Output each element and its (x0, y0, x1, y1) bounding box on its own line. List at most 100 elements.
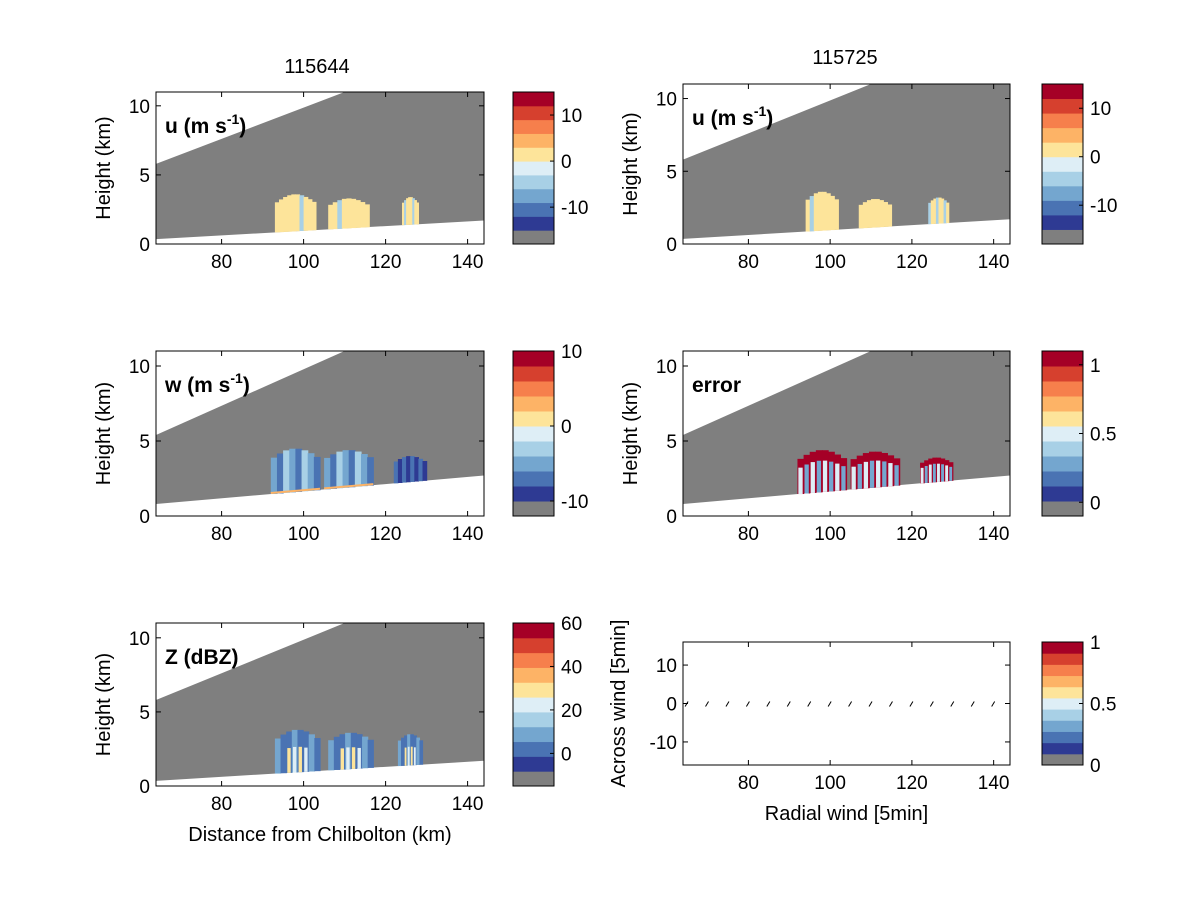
x-tick-label: 80 (738, 773, 759, 794)
plot-area (683, 351, 1010, 504)
colorbar-swatch (513, 381, 554, 397)
colorbar-tick-label: 0 (1090, 493, 1101, 514)
echo-column (307, 453, 315, 491)
echo-column (933, 198, 937, 224)
echo-column (287, 195, 292, 232)
echo-column (805, 199, 811, 232)
colorbar: 10 0 -10 (512, 91, 588, 245)
colorbar-swatch (513, 741, 554, 757)
y-tick-label: 5 (139, 432, 150, 453)
error-core (920, 467, 924, 484)
colorbar-swatch (1042, 642, 1083, 654)
colorbar-swatch (513, 426, 554, 442)
echo-column (303, 196, 309, 231)
wind-vector (705, 701, 709, 707)
echo-column (307, 199, 313, 231)
axes-box (155, 91, 485, 245)
colorbar-swatch (1042, 675, 1083, 688)
colorbar-swatch (513, 411, 554, 427)
y-tick-label: 0 (666, 507, 677, 528)
x-tick-label: 80 (738, 524, 759, 545)
y-axis-label: Height (km) (93, 116, 115, 219)
echo-column (393, 461, 399, 484)
x-tick-label: 120 (370, 252, 402, 273)
echo-column (364, 204, 370, 228)
colorbar-tick-label: 10 (1090, 99, 1111, 120)
echo-column (362, 736, 369, 769)
colorbar-swatch (1042, 200, 1083, 216)
echo-column (809, 196, 815, 232)
wind-vector (868, 701, 873, 707)
echo-column (406, 456, 411, 483)
echo-column (830, 195, 835, 231)
wind-vector (889, 701, 893, 707)
colorbar-swatch (513, 202, 554, 217)
echo-column (928, 202, 932, 225)
y-tick-label: 10 (129, 97, 150, 118)
colorbar-swatch (1042, 229, 1083, 245)
error-core (882, 461, 887, 487)
y-tick-label: 0 (139, 235, 150, 256)
beam-wedge (156, 92, 484, 240)
axes-box (155, 350, 485, 517)
echo-column (422, 460, 428, 481)
x-tick-label: 120 (896, 252, 928, 273)
error-core (888, 463, 893, 487)
error-core (928, 464, 932, 483)
x-tick-label: 80 (211, 794, 232, 815)
colorbar-swatch (1042, 664, 1083, 677)
colorbar-swatch (513, 147, 554, 162)
error-core (822, 460, 828, 492)
echo-column (410, 197, 413, 225)
x-axis-label: Radial wind [5min] (765, 803, 928, 825)
y-axis-label: Across wind [5min] (608, 620, 630, 788)
reflectivity-core (413, 747, 416, 766)
colorbar-tick-label: 10 (561, 342, 582, 363)
echo-column (342, 450, 350, 488)
y-tick-label: -10 (650, 733, 677, 754)
colorbar-swatch (1042, 396, 1083, 412)
colorbar-swatch (1042, 753, 1083, 766)
reflectivity-core (407, 746, 410, 766)
echo-column (862, 202, 868, 229)
colorbar-swatch (1042, 142, 1083, 158)
reflectivity-core (410, 746, 413, 766)
echo-column (826, 193, 831, 231)
error-core (869, 460, 875, 488)
echo-column (414, 200, 417, 225)
panel-label: w (m s-1) (164, 370, 250, 397)
y-tick-label: 10 (656, 656, 677, 677)
wind-vector (970, 701, 975, 707)
echo-column (354, 451, 362, 487)
y-tick-label: 0 (139, 777, 150, 798)
echo-column (397, 740, 402, 767)
plot-area (156, 623, 484, 781)
colorbar-swatch (513, 726, 554, 743)
echo-column (834, 199, 839, 230)
error-core (945, 465, 949, 482)
y-tick-label: 0 (666, 695, 677, 716)
echo-column (930, 200, 934, 225)
colorbar-swatch (513, 623, 554, 639)
y-tick-label: 5 (666, 162, 677, 183)
echo-column (276, 453, 284, 494)
echo-column (402, 457, 407, 483)
echo-column (813, 193, 819, 232)
colorbar-swatch (1042, 381, 1083, 397)
wind-vector (827, 701, 832, 707)
colorbar-swatch (513, 637, 554, 654)
echo-column (858, 204, 864, 229)
y-tick-label: 10 (129, 629, 150, 650)
y-tick-label: 5 (139, 703, 150, 724)
colorbar-swatch (513, 133, 554, 148)
cell-base-edge (324, 483, 374, 490)
colorbar: 10 0 -10 (512, 342, 588, 517)
colorbar-swatch (1042, 731, 1083, 744)
echo-cell (858, 199, 893, 229)
colorbar-swatch (1042, 697, 1083, 710)
wind-vector (909, 701, 914, 707)
colorbar-tick-label: 0 (561, 152, 572, 173)
